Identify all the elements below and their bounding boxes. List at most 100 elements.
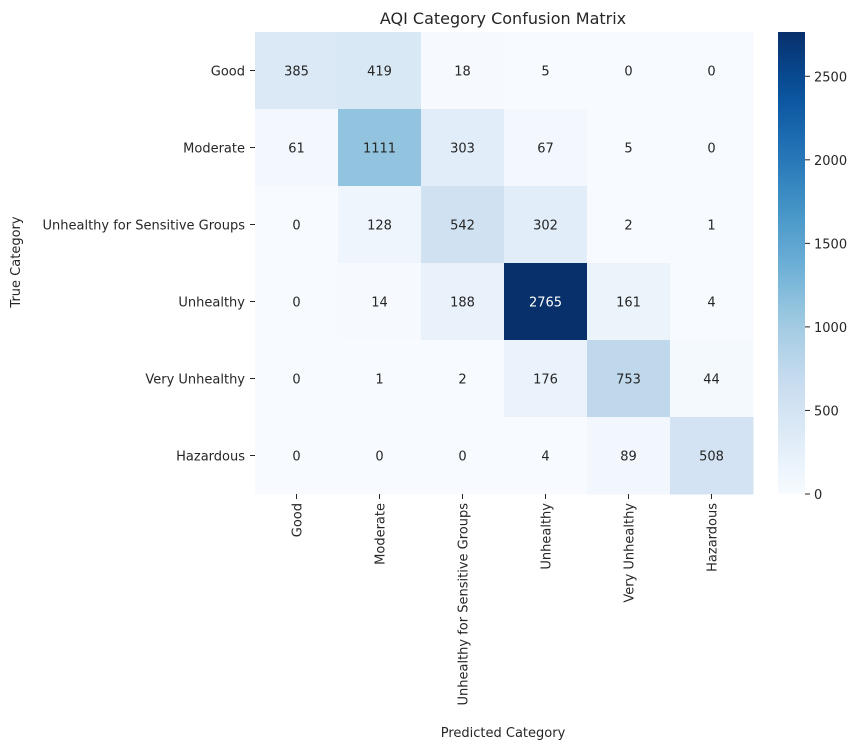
heatmap-cell — [421, 263, 505, 341]
cell-value-label: 1 — [707, 219, 715, 234]
heatmap-cell — [421, 109, 505, 187]
y-tick-label: Good — [211, 65, 245, 80]
cell-value-label: 385 — [284, 65, 309, 80]
cell-value-label: 5 — [624, 142, 632, 157]
cell-value-label: 1 — [375, 373, 383, 388]
x-tick-label: Good — [291, 503, 306, 537]
cell-value-label: 0 — [707, 142, 715, 157]
heatmap-cell — [587, 417, 671, 495]
x-tick-label: Very Unhealthy — [623, 503, 638, 603]
x-tick-label: Hazardous — [706, 503, 721, 572]
heatmap-cell — [338, 186, 422, 264]
heatmap-cell — [670, 186, 754, 264]
cell-value-label: 128 — [367, 219, 392, 234]
cell-value-label: 4 — [541, 450, 549, 465]
cell-value-label: 0 — [292, 296, 300, 311]
y-tick-label: Unhealthy for Sensitive Groups — [43, 219, 246, 234]
cell-value-label: 0 — [292, 450, 300, 465]
cell-value-label: 176 — [533, 373, 558, 388]
x-tick-label: Moderate — [374, 503, 389, 565]
cell-value-label: 508 — [699, 450, 724, 465]
cell-value-label: 0 — [458, 450, 466, 465]
colorbar — [778, 32, 805, 494]
heatmap-cell — [670, 417, 754, 495]
x-axis-ticks: Good Moderate Unhealthy for Sensitive Grou… — [291, 494, 721, 706]
heatmap-cell — [504, 109, 588, 187]
cell-value-label: 0 — [707, 65, 715, 80]
cell-value-label: 0 — [375, 450, 383, 465]
heatmap-cell — [587, 186, 671, 264]
cell-value-label: 44 — [703, 373, 720, 388]
cell-value-label: 14 — [371, 296, 388, 311]
heatmap-cell — [255, 340, 339, 418]
heatmap-cell — [670, 109, 754, 187]
heatmap-cells — [255, 32, 754, 495]
cell-value-label: 0 — [292, 219, 300, 234]
y-tick-label: Very Unhealthy — [145, 373, 245, 388]
cell-value-label: 18 — [454, 65, 471, 80]
cell-value-label: 303 — [450, 142, 475, 157]
cell-value-label: 1111 — [363, 142, 396, 157]
heatmap-cell — [255, 32, 339, 110]
heatmap-cell-labels: 385 419 18 5 0 061 1111 303 67 5 00 128 542 302 2 10 14 1… — [284, 65, 724, 465]
cell-value-label: 753 — [616, 373, 641, 388]
cell-value-label: 188 — [450, 296, 475, 311]
heatmap-cell — [255, 186, 339, 264]
y-tick-label: Hazardous — [176, 450, 245, 465]
colorbar-tick-label: 2500 — [814, 70, 847, 85]
heatmap-cell — [255, 417, 339, 495]
heatmap-cell — [587, 263, 671, 341]
heatmap-cell — [587, 109, 671, 187]
heatmap-cell — [255, 109, 339, 187]
y-axis-label: True Category — [9, 216, 24, 308]
x-tick-label: Unhealthy for Sensitive Groups — [457, 503, 472, 706]
cell-value-label: 67 — [537, 142, 554, 157]
heatmap-cell — [338, 417, 422, 495]
heatmap-cell — [504, 340, 588, 418]
cell-value-label: 419 — [367, 65, 392, 80]
chart-title: AQI Category Confusion Matrix — [380, 9, 626, 28]
colorbar-tick-label: 2000 — [814, 154, 847, 169]
heatmap-cell — [421, 186, 505, 264]
heatmap-cell — [338, 32, 422, 110]
cell-value-label: 542 — [450, 219, 475, 234]
colorbar-tick-label: 1500 — [814, 237, 847, 252]
cell-value-label: 89 — [620, 450, 637, 465]
heatmap-cell — [338, 109, 422, 187]
cell-value-label: 0 — [292, 373, 300, 388]
heatmap-cell — [670, 32, 754, 110]
colorbar-ticks: 0 500 1000 1500 2000 2500 — [805, 70, 847, 503]
heatmap-cell — [670, 263, 754, 341]
heatmap-cell — [504, 263, 588, 341]
heatmap-cell — [670, 340, 754, 418]
heatmap-cell — [421, 417, 505, 495]
cell-value-label: 4 — [707, 296, 715, 311]
cell-value-label: 5 — [541, 65, 549, 80]
heatmap-cell — [255, 263, 339, 341]
cell-value-label: 61 — [288, 142, 305, 157]
y-tick-label: Moderate — [183, 142, 245, 157]
colorbar-tick-label: 0 — [814, 488, 822, 503]
heatmap-cell — [338, 263, 422, 341]
heatmap-cell — [504, 417, 588, 495]
heatmap-cell — [587, 340, 671, 418]
heatmap-cell — [504, 186, 588, 264]
heatmap-cell — [338, 340, 422, 418]
colorbar-tick-label: 1000 — [814, 321, 847, 336]
heatmap-cell — [421, 32, 505, 110]
cell-value-label: 2765 — [529, 296, 562, 311]
heatmap-cell — [421, 340, 505, 418]
cell-value-label: 161 — [616, 296, 641, 311]
cell-value-label: 2 — [624, 219, 632, 234]
cell-value-label: 2 — [458, 373, 466, 388]
x-axis-label: Predicted Category — [441, 726, 566, 741]
cell-value-label: 0 — [624, 65, 632, 80]
y-tick-label: Unhealthy — [178, 296, 245, 311]
heatmap-cell — [587, 32, 671, 110]
heatmap-cell — [504, 32, 588, 110]
colorbar-tick-label: 500 — [814, 404, 839, 419]
x-tick-label: Unhealthy — [540, 503, 555, 570]
cell-value-label: 302 — [533, 219, 558, 234]
